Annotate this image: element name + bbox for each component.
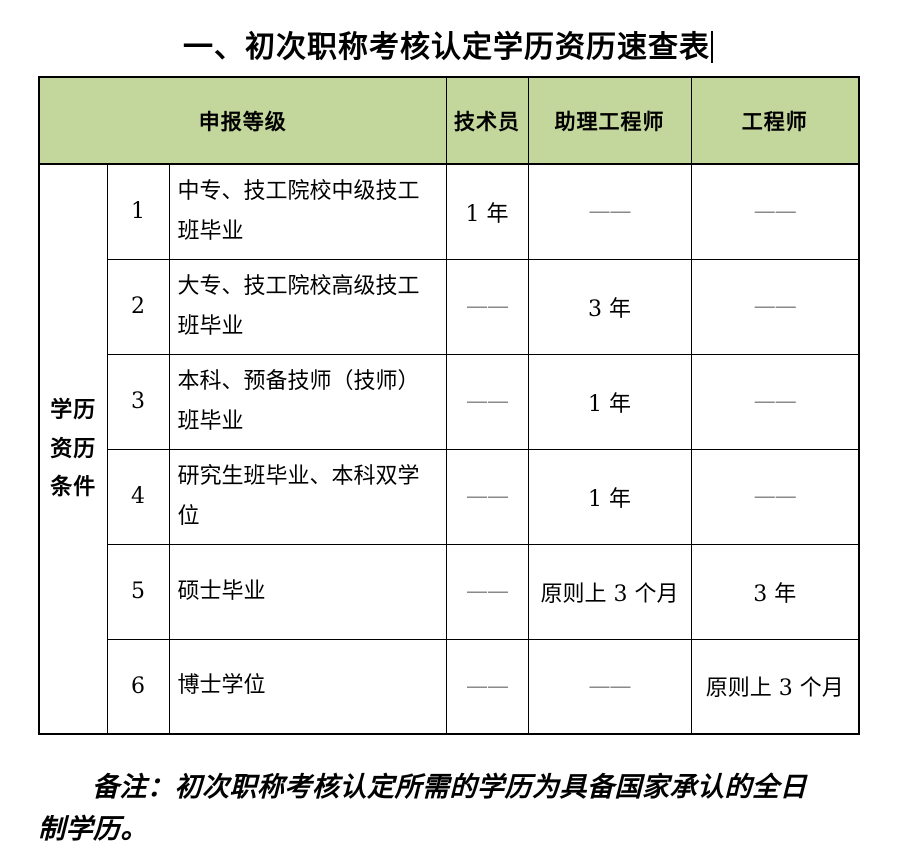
- assistant-engineer-value-cell[interactable]: ——: [527, 638, 692, 735]
- footer-note[interactable]: 备注：初次职称考核认定所需的学历为具备国家承认的全日制学历。: [38, 772, 807, 842]
- table-row: 5 硕士毕业 —— 原则上 3 个月 3 年: [39, 543, 860, 640]
- technician-value-cell[interactable]: ——: [445, 353, 529, 450]
- row-number-cell[interactable]: 3: [106, 353, 170, 450]
- assistant-engineer-value-cell[interactable]: 3 年: [527, 258, 692, 355]
- education-cell[interactable]: 博士学位: [168, 638, 447, 735]
- assistant-engineer-value-cell[interactable]: ——: [527, 163, 692, 260]
- technician-value-cell[interactable]: ——: [445, 543, 529, 640]
- table-row: 2 大专、技工院校高级技工班毕业 —— 3 年 ——: [39, 258, 860, 355]
- education-cell[interactable]: 中专、技工院校中级技工班毕业: [168, 163, 447, 260]
- education-cell[interactable]: 研究生班毕业、本科双学位: [168, 448, 447, 545]
- header-cell-application-level[interactable]: 申报等级: [38, 76, 447, 165]
- technician-value-cell[interactable]: 1 年: [445, 163, 529, 260]
- table-header-row: 申报等级 技术员 助理工程师 工程师: [38, 76, 860, 165]
- row-group-label-line: 条件: [50, 474, 97, 501]
- engineer-value-cell[interactable]: ——: [690, 353, 860, 450]
- engineer-value-cell[interactable]: ——: [690, 258, 860, 355]
- engineer-value-cell[interactable]: ——: [690, 448, 860, 545]
- header-cell-assistant-engineer[interactable]: 助理工程师: [527, 76, 692, 165]
- row-number-cell[interactable]: 2: [106, 258, 170, 355]
- engineer-value-cell[interactable]: 原则上 3 个月: [690, 638, 860, 735]
- engineer-value-cell[interactable]: ——: [690, 163, 860, 260]
- row-group-label-cell[interactable]: 学历 资历 条件: [38, 163, 108, 735]
- header-cell-engineer[interactable]: 工程师: [690, 76, 860, 165]
- education-cell[interactable]: 硕士毕业: [168, 543, 447, 640]
- table-row: 学历 资历 条件 1 中专、技工院校中级技工班毕业 1 年 —— ——: [38, 163, 860, 735]
- text-cursor: [711, 31, 713, 63]
- table-row: 6 博士学位 —— —— 原则上 3 个月: [39, 638, 860, 735]
- education-cell[interactable]: 本科、预备技师（技师）班毕业: [168, 353, 447, 450]
- row-number-cell[interactable]: 1: [106, 163, 170, 260]
- technician-value-cell[interactable]: ——: [445, 448, 529, 545]
- technician-value-cell[interactable]: ——: [445, 258, 529, 355]
- table-row: 4 研究生班毕业、本科双学位 —— 1 年 ——: [39, 448, 860, 545]
- page-title-text[interactable]: 一、初次职称考核认定学历资历速查表: [183, 30, 710, 65]
- qualification-lookup-table: 申报等级 技术员 助理工程师 工程师 学历 资历 条件 1 中专、技工院校中级技…: [38, 76, 861, 735]
- assistant-engineer-value-cell[interactable]: 原则上 3 个月: [527, 543, 692, 640]
- education-cell[interactable]: 大专、技工院校高级技工班毕业: [168, 258, 447, 355]
- assistant-engineer-value-cell[interactable]: 1 年: [527, 353, 692, 450]
- engineer-value-cell[interactable]: 3 年: [690, 543, 860, 640]
- row-group-label-line: 学历: [50, 397, 97, 424]
- row-number-cell[interactable]: 6: [106, 638, 170, 735]
- table-row: 3 本科、预备技师（技师）班毕业 —— 1 年 ——: [39, 353, 860, 450]
- header-cell-technician[interactable]: 技术员: [445, 76, 529, 165]
- technician-value-cell[interactable]: ——: [445, 638, 529, 735]
- assistant-engineer-value-cell[interactable]: 1 年: [527, 448, 692, 545]
- row-number-cell[interactable]: 4: [106, 448, 170, 545]
- row-group-label-line: 资历: [50, 435, 97, 462]
- row-number-cell[interactable]: 5: [106, 543, 170, 640]
- page-title: 一、初次职称考核认定学历资历速查表: [38, 22, 858, 66]
